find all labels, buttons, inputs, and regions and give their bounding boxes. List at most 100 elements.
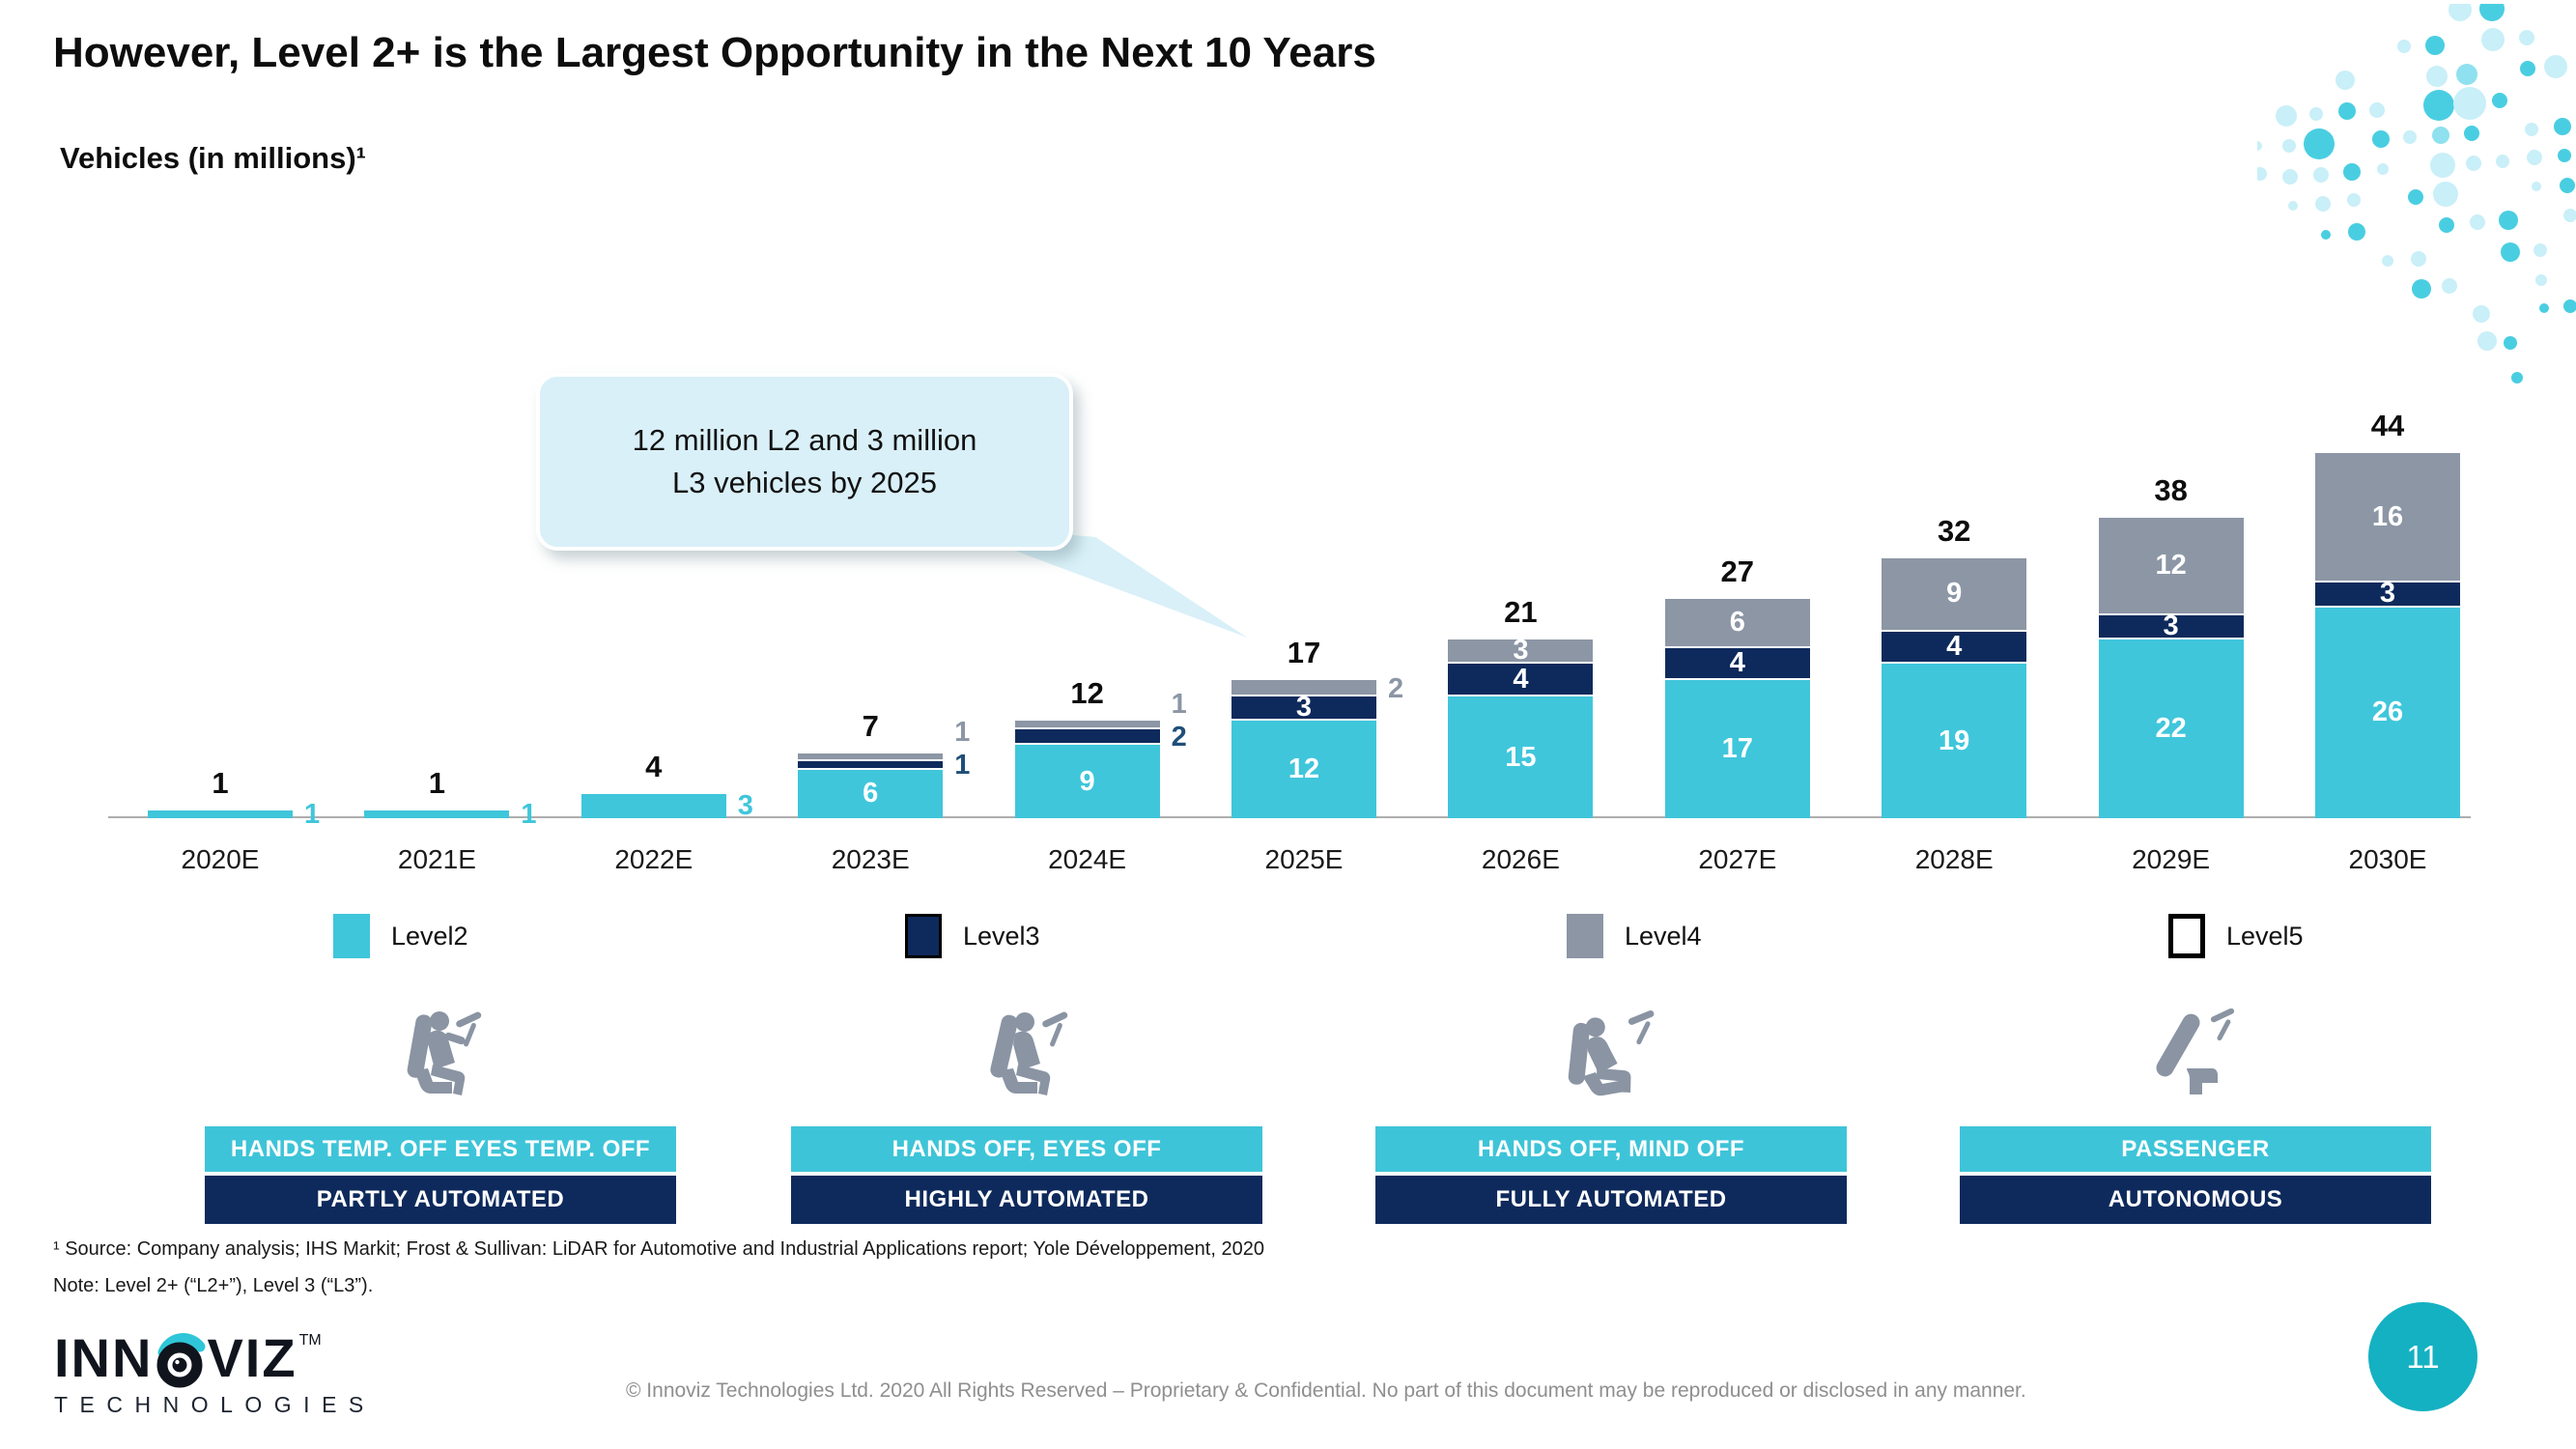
segment-outside-label: 1 <box>1171 689 1187 720</box>
segment-value-label: 12 <box>2155 550 2187 582</box>
bar-segment-level3: 3 <box>1231 692 1376 724</box>
automation-capability-band: PASSENGER <box>1960 1126 2431 1172</box>
bar-total-label: 12 <box>1070 676 1104 711</box>
legend-label: Level5 <box>2226 921 2304 951</box>
segment-value-label: 19 <box>1939 724 1970 756</box>
bar-segment-level2: 12 <box>1231 721 1376 818</box>
bar-segment-level2: 19 <box>1882 664 2027 818</box>
x-axis-label: 2026E <box>1481 844 1560 874</box>
segment-value-label: 15 <box>1505 741 1537 773</box>
bar-segment-level4 <box>1231 680 1376 695</box>
automation-name-band: PARTLY AUTOMATED <box>205 1176 676 1224</box>
segment-outside-label: 1 <box>954 750 971 781</box>
x-axis-label: 2020E <box>181 844 260 874</box>
bar-total-label: 44 <box>2370 409 2405 442</box>
bar-segment-level4: 6 <box>1664 599 1810 646</box>
legend-item-level5: Level5 <box>2168 914 2304 958</box>
automation-group-autonomous: PASSENGER AUTONOMOUS <box>1960 1005 2431 1236</box>
segment-value-label: 9 <box>1079 765 1095 797</box>
segment-value-label: 6 <box>863 778 879 810</box>
bar-segment-level4: 3 <box>1448 635 1594 667</box>
x-axis-label: 2021E <box>397 844 476 874</box>
driver-reclined-seat-icon <box>1568 1010 1655 1096</box>
empty-seat-icon <box>2156 1009 2235 1094</box>
automation-capability-band: HANDS OFF, MIND OFF <box>1375 1126 1847 1172</box>
innoviz-logo: INN VIZ TM TECHNOLOGIES <box>54 1331 376 1418</box>
footnote-note: Note: Level 2+ (“L2+”), Level 3 (“L3”). <box>53 1275 374 1296</box>
logo-subtitle: TECHNOLOGIES <box>54 1392 376 1417</box>
bar-segment-level2 <box>580 793 726 818</box>
segment-value-label: 22 <box>2155 713 2187 745</box>
copyright-text: © Innoviz Technologies Ltd. 2020 All Rig… <box>626 1379 2026 1402</box>
trademark-symbol: TM <box>298 1332 322 1349</box>
driver-attentive-seat-icon <box>407 1011 482 1095</box>
segment-value-label: 3 <box>1513 635 1529 667</box>
automation-name-band: FULLY AUTOMATED <box>1375 1176 1847 1224</box>
innoviz-eye-icon <box>156 1333 206 1388</box>
x-axis-label: 2027E <box>1698 844 1777 874</box>
x-axis-label: 2029E <box>2132 844 2211 874</box>
automation-name-band: HIGHLY AUTOMATED <box>791 1176 1262 1224</box>
legend-item-level3: Level3 <box>905 914 1040 958</box>
segment-value-label: 4 <box>1513 663 1529 695</box>
x-axis-label: 2023E <box>831 844 910 874</box>
bar-segment-level4 <box>1014 721 1160 727</box>
bar-segment-level3: 4 <box>1664 646 1810 679</box>
bar-segment-level2: 17 <box>1664 680 1810 818</box>
automation-name-band: AUTONOMOUS <box>1960 1176 2431 1224</box>
segment-value-label: 4 <box>1729 646 1745 678</box>
bar-segment-level4 <box>798 753 944 760</box>
level2-swatch <box>333 914 370 958</box>
segment-value-label: 3 <box>2379 578 2396 610</box>
segment-value-label: 4 <box>1946 631 1963 663</box>
bar-segment-level3: 3 <box>2098 612 2244 640</box>
bar-segment-level3: 4 <box>1448 663 1594 695</box>
legend-item-level2: Level2 <box>333 914 468 958</box>
automation-group-fully: HANDS OFF, MIND OFF FULLY AUTOMATED <box>1375 1005 1847 1236</box>
segment-outside-label: 1 <box>954 717 971 749</box>
footnote-source: ¹ Source: Company analysis; IHS Markit; … <box>53 1238 1264 1260</box>
bar-segment-level3: 4 <box>1882 631 2027 663</box>
page-title: However, Level 2+ is the Largest Opportu… <box>53 29 1376 76</box>
bar-segment-level3 <box>1014 728 1160 744</box>
page-number: 11 <box>2406 1338 2440 1375</box>
level5-swatch <box>2168 914 2205 958</box>
bar-total-label: 7 <box>862 708 879 743</box>
page-number-badge: 11 <box>2368 1302 2477 1411</box>
bar-segment-level3 <box>798 761 944 768</box>
x-axis-label: 2028E <box>1914 844 1994 874</box>
level4-swatch <box>1567 914 1603 958</box>
segment-outside-label: 1 <box>521 798 537 830</box>
logo-text-left: INN <box>54 1327 154 1388</box>
automation-capability-band: HANDS OFF, EYES OFF <box>791 1126 1262 1172</box>
bar-total-label: 32 <box>1937 514 1971 549</box>
bar-total-label: 38 <box>2154 473 2188 508</box>
automation-group-highly: HANDS OFF, EYES OFF HIGHLY AUTOMATED <box>791 1005 1262 1236</box>
callout-line2: L3 vehicles by 2025 <box>671 466 938 499</box>
legend-label: Level4 <box>1625 921 1702 951</box>
segment-value-label: 12 <box>1288 753 1320 785</box>
bar-segment-level2: 15 <box>1448 696 1594 818</box>
segment-value-label: 6 <box>1729 606 1745 638</box>
segment-outside-label: 2 <box>1171 722 1187 753</box>
bar-segment-level2: 22 <box>2098 639 2244 818</box>
segment-value-label: 3 <box>1295 692 1313 724</box>
bar-segment-level4: 12 <box>2098 518 2244 613</box>
bar-total-label: 21 <box>1504 595 1538 630</box>
legend-label: Level3 <box>963 921 1040 951</box>
driver-hands-off-seat-icon <box>990 1011 1068 1095</box>
segment-value-label: 17 <box>1721 733 1753 765</box>
legend-label: Level2 <box>391 921 468 951</box>
level3-swatch <box>905 914 942 958</box>
chart-title: Vehicles (in millions)¹ <box>60 141 366 175</box>
x-axis-line <box>108 816 2471 818</box>
x-axis-label: 2024E <box>1048 844 1127 874</box>
automation-capability-band: HANDS TEMP. OFF EYES TEMP. OFF <box>205 1126 676 1172</box>
decorative-dots <box>2257 4 2576 384</box>
bar-segment-level4: 16 <box>2315 453 2460 582</box>
callout-line1: 12 million L2 and 3 million <box>632 422 977 457</box>
callout-bubble: 12 million L2 and 3 million L3 vehicles … <box>536 373 1073 551</box>
bar-total-label: 1 <box>428 765 446 800</box>
segment-outside-label: 2 <box>1388 672 1404 704</box>
